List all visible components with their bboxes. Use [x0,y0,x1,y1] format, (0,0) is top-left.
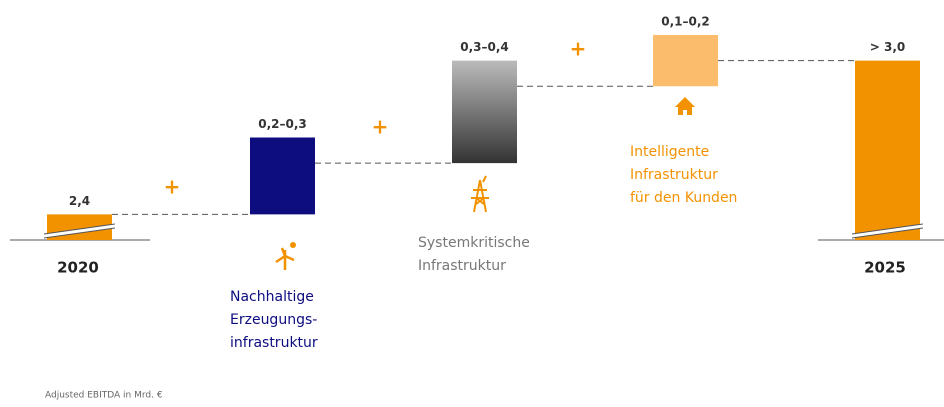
value-label: 0,1–0,2 [661,15,710,29]
category-label: Infrastruktur [630,167,718,183]
value-label: 0,3–0,4 [460,40,509,54]
axis-break [851,224,924,238]
wind-icon [275,247,295,270]
value-label: > 3,0 [870,40,906,54]
category-label: Systemkritische [418,235,530,251]
category-label: 2025 [864,259,906,277]
bar [653,35,718,87]
category-label: Erzeugungs- [230,312,317,328]
category-label: Infrastruktur [418,258,506,274]
pylon-icon [471,175,489,213]
axis-break [851,223,924,235]
axis-break [43,224,116,238]
value-label: 0,2–0,3 [258,117,307,131]
axis-break [43,223,116,235]
wind-icon [290,242,296,248]
value-label: 2,4 [69,194,90,208]
axis-break [851,227,924,239]
footnote: Adjusted EBITDA in Mrd. € [45,391,163,401]
plus-sign: + [570,37,587,61]
category-label: für den Kunden [630,190,737,206]
plus-sign: + [164,175,181,199]
house-icon [675,97,695,115]
bar [855,60,920,240]
plus-sign: + [372,115,389,139]
category-label: infrastruktur [230,335,318,351]
bar [452,60,517,164]
category-label: Intelligente [630,144,709,160]
bar [250,137,315,215]
category-label: 2020 [57,259,99,277]
category-label: Nachhaltige [230,289,314,305]
axis-break [43,227,116,239]
